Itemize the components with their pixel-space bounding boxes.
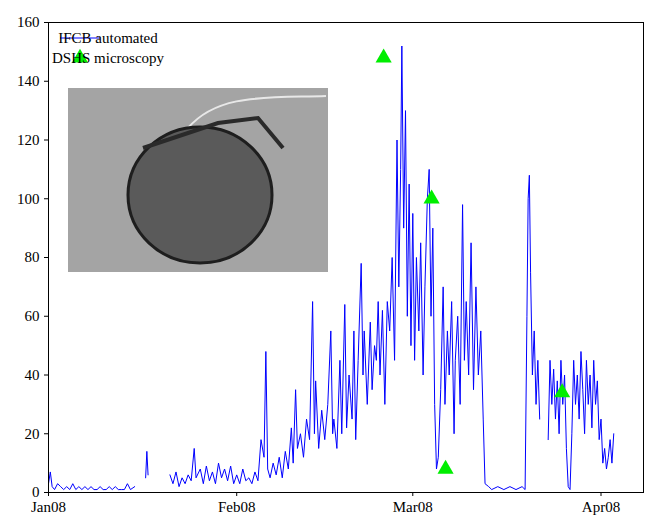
svg-text:60: 60 [25, 308, 40, 324]
svg-text:0: 0 [32, 484, 40, 500]
svg-text:40: 40 [25, 367, 40, 383]
svg-text:80: 80 [25, 249, 40, 265]
svg-text:160: 160 [17, 14, 40, 30]
svg-text:140: 140 [17, 73, 40, 89]
svg-text:Mar08: Mar08 [393, 499, 433, 515]
svg-text:Jan08: Jan08 [31, 499, 66, 515]
svg-text:DSHS microscopy: DSHS microscopy [52, 50, 165, 66]
svg-text:IFCB automated: IFCB automated [58, 30, 158, 46]
svg-text:120: 120 [17, 132, 40, 148]
svg-text:100: 100 [17, 191, 40, 207]
svg-text:Feb08: Feb08 [218, 499, 256, 515]
svg-text:20: 20 [25, 426, 40, 442]
svg-text:Apr08: Apr08 [582, 499, 620, 515]
